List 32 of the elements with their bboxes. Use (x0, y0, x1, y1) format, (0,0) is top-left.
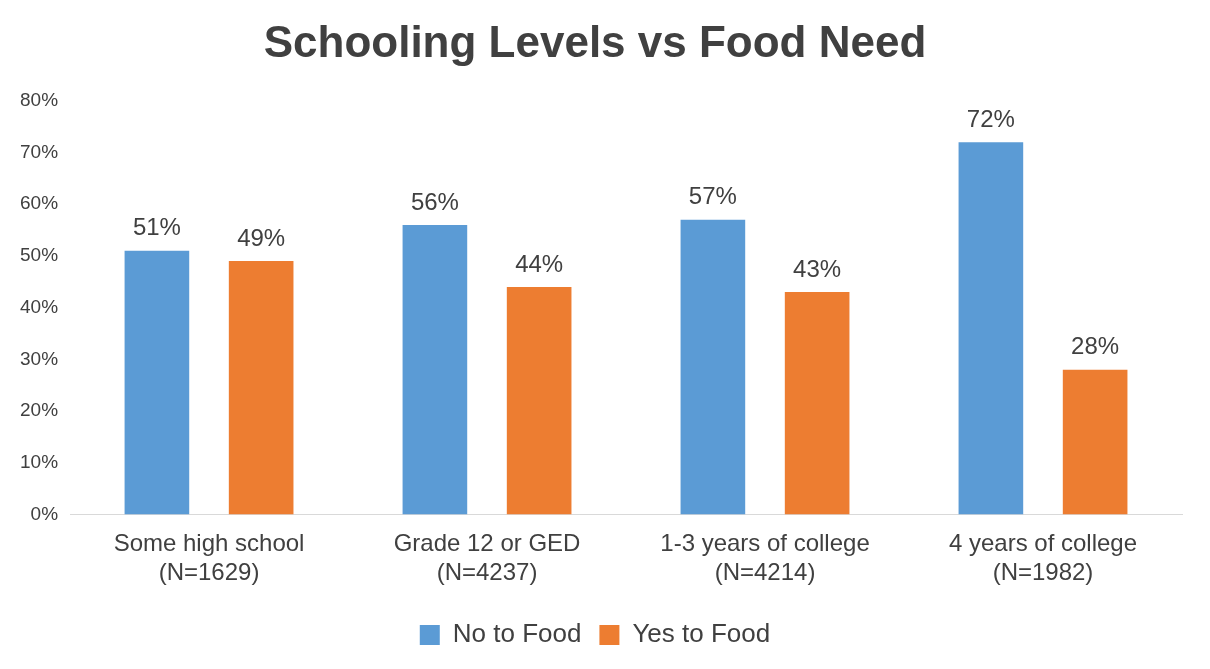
bar (124, 250, 190, 515)
y-tick-label: 40% (20, 295, 59, 317)
y-tick-label: 20% (20, 399, 59, 421)
bar (784, 292, 850, 515)
data-label: 51% (132, 213, 181, 241)
y-tick-label: 70% (20, 140, 59, 162)
bar (680, 219, 746, 515)
x-tick-label: Grade 12 or GED (N=4237) (393, 529, 581, 586)
y-tick-label: 80% (20, 89, 59, 111)
bar (228, 261, 294, 515)
x-tick-label: 4 years of college (N=1982) (948, 529, 1138, 586)
data-label: 72% (966, 104, 1015, 132)
bar (402, 224, 468, 515)
x-tick-label: 1-3 years of college (N=4214) (660, 529, 870, 586)
data-label: 57% (688, 182, 737, 210)
bar (506, 286, 572, 515)
y-tick-label: 60% (20, 192, 59, 214)
chart-title: Schooling Levels vs Food Need (263, 16, 927, 66)
data-label: 49% (237, 223, 286, 251)
data-label: 43% (793, 254, 842, 282)
data-label: 28% (1071, 332, 1120, 360)
y-tick-label: 10% (20, 450, 59, 472)
bar (1062, 369, 1128, 515)
y-tick-label: 50% (20, 244, 59, 266)
y-tick-label: 30% (20, 347, 59, 369)
bar (958, 142, 1024, 515)
y-tick-label: 0% (30, 502, 59, 524)
x-tick-label: Some high school (N=1629) (113, 529, 305, 586)
legend-label: Yes to Food (632, 618, 771, 649)
legend-label: No to Food (452, 618, 582, 649)
data-label: 44% (515, 249, 564, 277)
data-label: 56% (410, 187, 459, 215)
